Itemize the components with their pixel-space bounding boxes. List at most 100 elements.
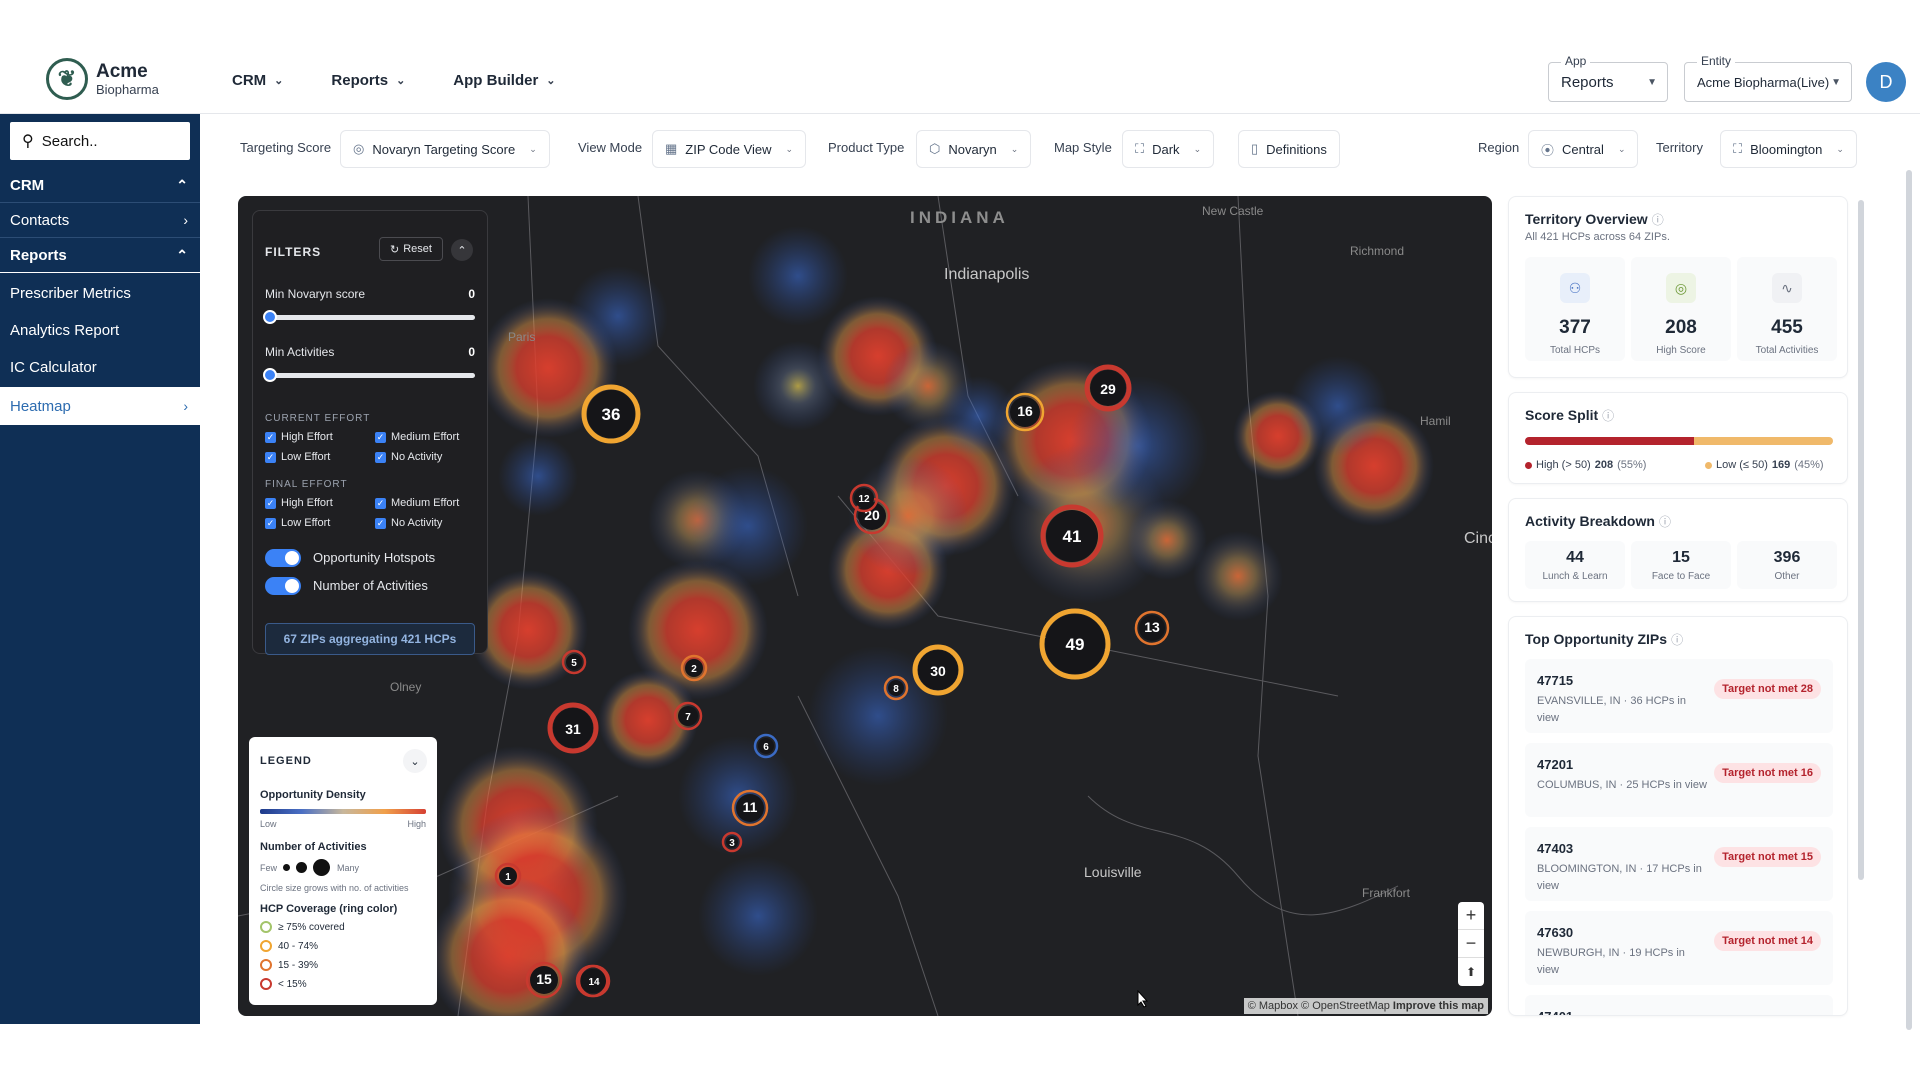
app-select[interactable]: App Reports ▼ <box>1548 54 1668 102</box>
cluster-count: 13 <box>1144 619 1160 635</box>
info-icon[interactable]: ⓘ <box>1602 409 1615 423</box>
cluster-marker[interactable]: 12 <box>849 483 879 513</box>
improve-map-link[interactable]: Improve this map <box>1392 1000 1484 1012</box>
final-high-effort-checkbox[interactable]: ✓ High Effort <box>265 497 333 509</box>
territory-value: Bloomington <box>1750 141 1823 157</box>
slider-handle[interactable] <box>263 310 277 324</box>
dot-icon <box>1705 461 1712 469</box>
sidebar: ⚲ Search.. CRM ⌃ Contacts › Reports ⌃ Presc… <box>0 114 200 1024</box>
current-low-effort-checkbox[interactable]: ✓ Low Effort <box>265 451 330 463</box>
ring-icon <box>260 978 272 990</box>
cluster-marker[interactable]: 6 <box>753 733 779 759</box>
nav-app-builder[interactable]: App Builder ⌄ <box>453 72 555 89</box>
map-style-select[interactable]: ⛶ Dark ⌄ <box>1122 130 1215 168</box>
territory-overview-subtitle: All 421 HCPs across 64 ZIPs. <box>1525 231 1670 243</box>
heatmap-map[interactable]: 36162941201249133031117852631151914 INDI… <box>238 196 1492 1016</box>
info-icon[interactable]: ⓘ <box>1671 633 1684 647</box>
sidebar-item-ic-calculator[interactable]: IC Calculator <box>0 350 200 384</box>
cluster-marker[interactable]: 1 <box>494 862 522 890</box>
activity-label: Other <box>1774 571 1800 582</box>
zip-row[interactable]: 47201 COLUMBUS, IN · 25 HCPs in view Targe… <box>1525 743 1833 817</box>
opportunity-hotspots-toggle[interactable] <box>265 549 301 567</box>
target-badge: Target not met 28 <box>1714 679 1821 699</box>
zoom-out-button[interactable]: − <box>1458 930 1484 958</box>
check-icon: ✓ <box>375 451 386 463</box>
min-score-slider[interactable] <box>263 310 475 324</box>
sidebar-item-prescriber-metrics[interactable]: Prescriber Metrics <box>0 276 200 310</box>
final-medium-effort-checkbox[interactable]: ✓ Medium Effort <box>375 497 459 509</box>
sidebar-item-heatmap[interactable]: Heatmap › <box>0 387 200 425</box>
activity-other: 396 Other <box>1737 541 1837 589</box>
cluster-marker[interactable]: 13 <box>1134 610 1170 646</box>
cluster-marker[interactable]: 31 <box>547 702 599 754</box>
cluster-marker[interactable]: 29 <box>1084 364 1132 412</box>
number-of-activities-label: Number of Activities <box>313 578 428 593</box>
split-high-label: High (> 50) <box>1536 459 1591 471</box>
page-scrollbar[interactable] <box>1906 170 1912 1030</box>
zip-row[interactable]: 47401 <box>1525 995 1833 1015</box>
heat-glow <box>598 670 698 770</box>
cluster-marker[interactable]: 30 <box>912 644 964 696</box>
split-high-pct: (55%) <box>1617 459 1647 471</box>
current-high-effort-checkbox[interactable]: ✓ High Effort <box>265 431 333 443</box>
product-type-select[interactable]: ⬡ Novaryn ⌄ <box>916 130 1032 168</box>
zip-row[interactable]: 47715 EVANSVILLE, IN · 36 HCPs in view Tar… <box>1525 659 1833 733</box>
territory-select[interactable]: ⛶ Bloomington ⌄ <box>1720 130 1857 168</box>
collapse-filters-button[interactable]: ⌃ <box>451 239 473 261</box>
info-icon[interactable]: ⓘ <box>1658 515 1671 529</box>
reset-button[interactable]: ↻ Reset <box>379 237 443 261</box>
cluster-marker[interactable]: 3 <box>721 831 743 853</box>
region-label: Region <box>1478 140 1520 155</box>
cluster-ring <box>581 384 641 444</box>
cluster-marker[interactable]: 11 <box>731 789 769 827</box>
current-medium-effort-checkbox[interactable]: ✓ Medium Effort <box>375 431 459 443</box>
definitions-button[interactable]: ▯ Definitions <box>1238 130 1340 168</box>
final-low-effort-checkbox[interactable]: ✓ Low Effort <box>265 517 330 529</box>
cluster-marker[interactable]: 49 <box>1039 608 1111 680</box>
compass-button[interactable]: ⬆ <box>1465 965 1477 979</box>
cluster-marker[interactable]: 16 <box>1005 392 1045 432</box>
region-select[interactable]: ⦿ Central ⌄ <box>1528 130 1639 168</box>
slider-handle[interactable] <box>263 368 277 382</box>
cluster-marker[interactable]: 2 <box>680 654 708 682</box>
search-input[interactable]: ⚲ Search.. <box>10 122 190 160</box>
cluster-marker[interactable]: 20 <box>853 497 891 535</box>
check-icon: ✓ <box>265 451 276 463</box>
heat-glow <box>848 456 968 576</box>
zip-row[interactable]: 47630 NEWBURGH, IN · 19 HCPs in view Targe… <box>1525 911 1833 985</box>
nav-crm[interactable]: CRM ⌄ <box>232 72 283 89</box>
cluster-marker[interactable]: 36 <box>581 384 641 444</box>
cluster-marker[interactable]: 7 <box>673 701 703 731</box>
targeting-score-select[interactable]: ◎ Novaryn Targeting Score ⌄ <box>340 130 550 168</box>
collapse-legend-button[interactable]: ⌄ <box>403 749 427 773</box>
book-icon: ▯ <box>1251 141 1259 156</box>
panel-scrollbar[interactable] <box>1858 200 1864 880</box>
entity-select[interactable]: Entity Acme Biopharma(Live) ▼ <box>1684 54 1852 102</box>
avatar[interactable]: D <box>1866 62 1906 102</box>
sidebar-section-reports[interactable]: Reports ⌃ <box>0 238 200 272</box>
sidebar-item-contacts[interactable]: Contacts › <box>0 203 200 237</box>
cluster-count: 11 <box>743 799 758 815</box>
number-of-activities-toggle[interactable] <box>265 577 301 595</box>
final-no-activity-checkbox[interactable]: ✓ No Activity <box>375 517 442 529</box>
cluster-marker[interactable]: 15 <box>525 961 563 999</box>
heat-glow <box>498 436 578 516</box>
view-mode-select[interactable]: ▦ ZIP Code View ⌄ <box>652 130 807 168</box>
chevron-down-icon: ⌄ <box>396 75 406 87</box>
zoom-in-button[interactable]: + <box>1458 902 1484 930</box>
cluster-marker[interactable]: 8 <box>883 675 909 701</box>
checkbox-label: Low Effort <box>281 451 331 463</box>
cluster-marker[interactable]: 41 <box>1040 504 1104 568</box>
sidebar-item-analytics-report[interactable]: Analytics Report <box>0 313 200 347</box>
app-logo[interactable]: ❦ Acme Biopharma <box>46 58 159 100</box>
nav-reports[interactable]: Reports ⌄ <box>331 72 405 89</box>
cluster-marker[interactable]: 14 <box>577 964 611 998</box>
cluster-marker[interactable]: 5 <box>561 649 587 675</box>
current-no-activity-checkbox[interactable]: ✓ No Activity <box>375 451 442 463</box>
sidebar-section-crm[interactable]: CRM ⌃ <box>0 168 200 202</box>
map-icon: ⛶ <box>1733 141 1743 156</box>
zip-row[interactable]: 47403 BLOOMINGTON, IN · 17 HCPs in view Ta… <box>1525 827 1833 901</box>
min-activities-slider[interactable] <box>263 368 475 382</box>
cluster-ring <box>1134 610 1170 646</box>
info-icon[interactable]: ⓘ <box>1651 213 1664 227</box>
